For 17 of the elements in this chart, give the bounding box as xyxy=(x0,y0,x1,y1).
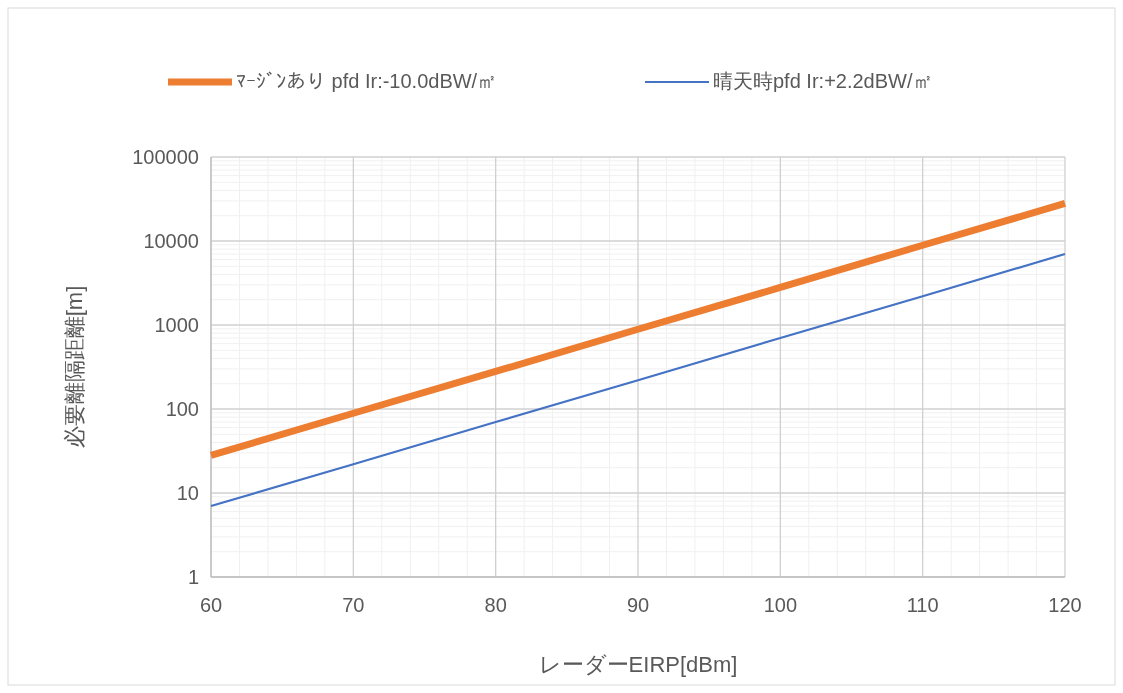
y-tick-label: 100000 xyxy=(132,146,199,168)
y-tick-label: 1000 xyxy=(154,314,199,336)
legend-label: 晴天時pfd Ir:+2.2dBW/㎡ xyxy=(713,70,933,92)
y-tick-label: 1 xyxy=(187,566,199,588)
legend-label: ﾏｰｼﾞﾝあり pfd Ir:-10.0dBW/㎡ xyxy=(236,70,498,92)
y-tick-label: 100 xyxy=(165,398,199,420)
x-tick-label: 80 xyxy=(484,594,507,616)
x-tick-label: 100 xyxy=(763,594,798,616)
y-tick-label: 10 xyxy=(176,482,199,504)
x-tick-label: 110 xyxy=(906,594,939,616)
x-tick-label: 120 xyxy=(1048,594,1082,616)
y-axis-title: 必要離隔距離[m] xyxy=(62,285,87,449)
x-tick-label: 90 xyxy=(626,594,650,616)
y-tick-label: 10000 xyxy=(143,230,199,252)
x-tick-label: 60 xyxy=(199,594,223,616)
x-axis-title: レーダーEIRP[dBm] xyxy=(538,652,738,677)
x-tick-label: 70 xyxy=(342,594,365,616)
